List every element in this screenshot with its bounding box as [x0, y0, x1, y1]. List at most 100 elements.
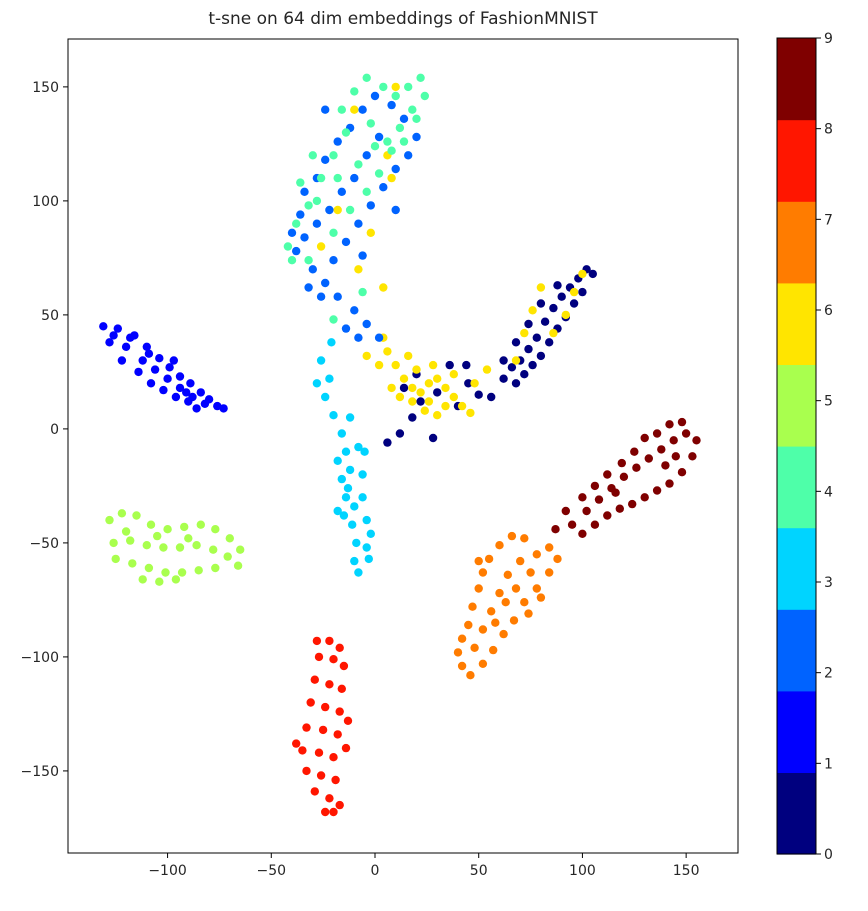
- scatter-point: [474, 390, 483, 399]
- scatter-point: [354, 568, 363, 577]
- scatter-point: [364, 554, 373, 564]
- scatter-point: [457, 634, 467, 643]
- scatter-point: [457, 661, 467, 671]
- scatter-point: [329, 807, 338, 817]
- scatter-point: [374, 360, 384, 370]
- scatter-point: [161, 568, 170, 577]
- scatter-point: [333, 730, 342, 739]
- scatter-point: [507, 531, 517, 541]
- scatter-point: [343, 716, 353, 725]
- scatter-point: [509, 616, 519, 625]
- scatter-point: [358, 251, 367, 260]
- scatter-point: [337, 187, 346, 196]
- scatter-point: [433, 374, 442, 383]
- scatter-point: [171, 575, 181, 584]
- colorbar-segment: [777, 772, 816, 855]
- scatter-point: [337, 684, 346, 693]
- scatter-point: [350, 556, 359, 566]
- scatter-point: [329, 753, 338, 762]
- scatter-point: [358, 493, 367, 502]
- colorbar-tick-label: 0: [824, 847, 833, 863]
- scatter-point: [470, 643, 479, 652]
- scatter-point: [632, 463, 641, 472]
- scatter-point: [466, 408, 475, 418]
- y-tick-label: 100: [32, 194, 59, 210]
- scatter-point: [391, 164, 400, 174]
- colorbar-tick-label: 5: [824, 394, 833, 410]
- scatter-point: [464, 379, 473, 388]
- scatter-point: [337, 474, 346, 484]
- scatter-point: [545, 543, 554, 552]
- scatter-point: [292, 219, 301, 228]
- scatter-point: [524, 609, 533, 618]
- scatter-point: [640, 433, 649, 443]
- y-tick-label: −100: [21, 650, 59, 666]
- scatter-point: [354, 333, 363, 342]
- scatter-point: [304, 256, 313, 265]
- scatter-point: [211, 525, 220, 534]
- scatter-point: [304, 201, 313, 210]
- scatter-point: [553, 281, 562, 290]
- scatter-point: [348, 520, 357, 529]
- scatter-point: [333, 205, 342, 215]
- scatter-point: [520, 328, 529, 338]
- scatter-point: [314, 748, 324, 757]
- scatter-point: [590, 520, 600, 529]
- scatter-point: [366, 529, 375, 538]
- scatter-point: [325, 374, 334, 383]
- scatter-point: [316, 771, 326, 780]
- scatter-point: [387, 173, 396, 183]
- scatter-point: [487, 392, 496, 402]
- scatter-point: [416, 73, 425, 83]
- scatter-point: [395, 429, 405, 438]
- scatter-point: [194, 566, 203, 575]
- scatter-point: [121, 342, 131, 351]
- scatter-point: [628, 499, 637, 509]
- scatter-point: [335, 707, 344, 716]
- scatter-point: [582, 506, 591, 516]
- scatter-point: [362, 351, 371, 361]
- scatter-point: [196, 520, 205, 529]
- scatter-point: [362, 515, 371, 525]
- scatter-point: [588, 269, 597, 279]
- scatter-point: [225, 534, 234, 543]
- scatter-point: [180, 522, 189, 532]
- scatter-point: [370, 91, 380, 101]
- scatter-point: [395, 123, 405, 133]
- scatter-point: [569, 287, 579, 297]
- x-tick-label: 50: [470, 863, 488, 879]
- scatter-point: [312, 219, 322, 228]
- scatter-point: [399, 383, 409, 393]
- scatter-point: [146, 379, 156, 388]
- scatter-point: [310, 787, 319, 796]
- scatter-point: [219, 404, 228, 413]
- scatter-point: [354, 219, 363, 228]
- scatter-point: [335, 800, 344, 810]
- scatter-point: [545, 338, 554, 347]
- scatter-point: [316, 242, 326, 251]
- scatter-point: [366, 201, 375, 210]
- scatter-point: [159, 385, 168, 395]
- scatter-point: [420, 91, 429, 101]
- scatter-point: [223, 552, 232, 561]
- colorbar-frame: [776, 37, 817, 855]
- scatter-point: [335, 643, 344, 652]
- scatter-point: [453, 648, 463, 657]
- scatter-point: [325, 636, 334, 646]
- scatter-point: [350, 173, 359, 183]
- scatter-point: [677, 468, 687, 477]
- scatter-point: [611, 488, 620, 497]
- y-tick-label: 150: [32, 80, 59, 96]
- scatter-point: [337, 429, 346, 438]
- scatter-point: [341, 128, 351, 137]
- scatter-point: [138, 575, 147, 584]
- chart-title: t-sne on 64 dim embeddings of FashionMNI…: [208, 9, 598, 29]
- scatter-point: [358, 470, 367, 479]
- scatter-point: [109, 331, 118, 340]
- colorbar-segment: [777, 282, 816, 365]
- points-layer: [99, 73, 701, 817]
- scatter-point: [578, 269, 587, 279]
- scatter-point: [362, 151, 371, 160]
- scatter-point: [350, 105, 359, 114]
- scatter-point: [126, 536, 135, 545]
